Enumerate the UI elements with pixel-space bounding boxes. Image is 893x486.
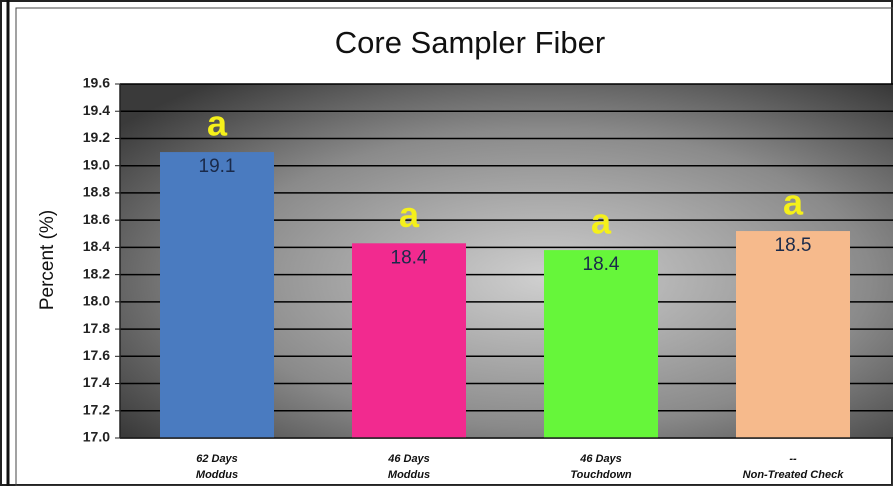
value-label: 18.5 (775, 235, 812, 256)
x-tick-label: 46 Days (387, 453, 430, 465)
value-label: 18.4 (391, 247, 428, 268)
chart-title: Core Sampler Fiber (335, 25, 605, 60)
x-tick-label: -- (789, 453, 797, 465)
y-tick-label: 17.4 (83, 374, 110, 390)
y-tick-label: 19.4 (83, 102, 110, 118)
y-axis-label: Percent (%) (37, 210, 58, 310)
letter-label: a (591, 201, 612, 242)
y-tick-label: 17.8 (83, 320, 110, 336)
letter-label: a (399, 194, 420, 235)
y-tick-label: 18.6 (83, 211, 110, 227)
x-tick-label: Non-Treated Check (743, 469, 845, 481)
y-tick-label: 18.4 (83, 238, 110, 254)
letter-label: a (783, 182, 804, 223)
bar (160, 152, 274, 439)
x-tick-label: Moddus (196, 469, 238, 481)
bar (544, 250, 658, 438)
y-tick-label: 19.0 (83, 156, 110, 172)
value-label: 18.4 (583, 254, 620, 275)
y-tick-label: 19.6 (83, 75, 110, 91)
x-tick-label: Touchdown (570, 469, 632, 481)
y-tick-label: 18.0 (83, 293, 110, 309)
bar (736, 231, 850, 438)
y-tick-label: 18.2 (83, 265, 110, 281)
x-tick-label: 46 Days (579, 453, 622, 465)
y-tick-label: 17.0 (83, 429, 110, 445)
y-tick-label: 18.8 (83, 184, 110, 200)
x-tick-label: 62 Days (196, 453, 238, 465)
y-tick-label: 17.6 (83, 347, 110, 363)
letter-label: a (207, 103, 228, 144)
x-tick-label: Moddus (388, 469, 430, 481)
value-label: 19.1 (199, 156, 236, 177)
y-tick-label: 19.2 (83, 129, 110, 145)
bar (352, 243, 466, 438)
chart-border (15, 7, 893, 486)
y-tick-label: 17.2 (83, 401, 110, 417)
